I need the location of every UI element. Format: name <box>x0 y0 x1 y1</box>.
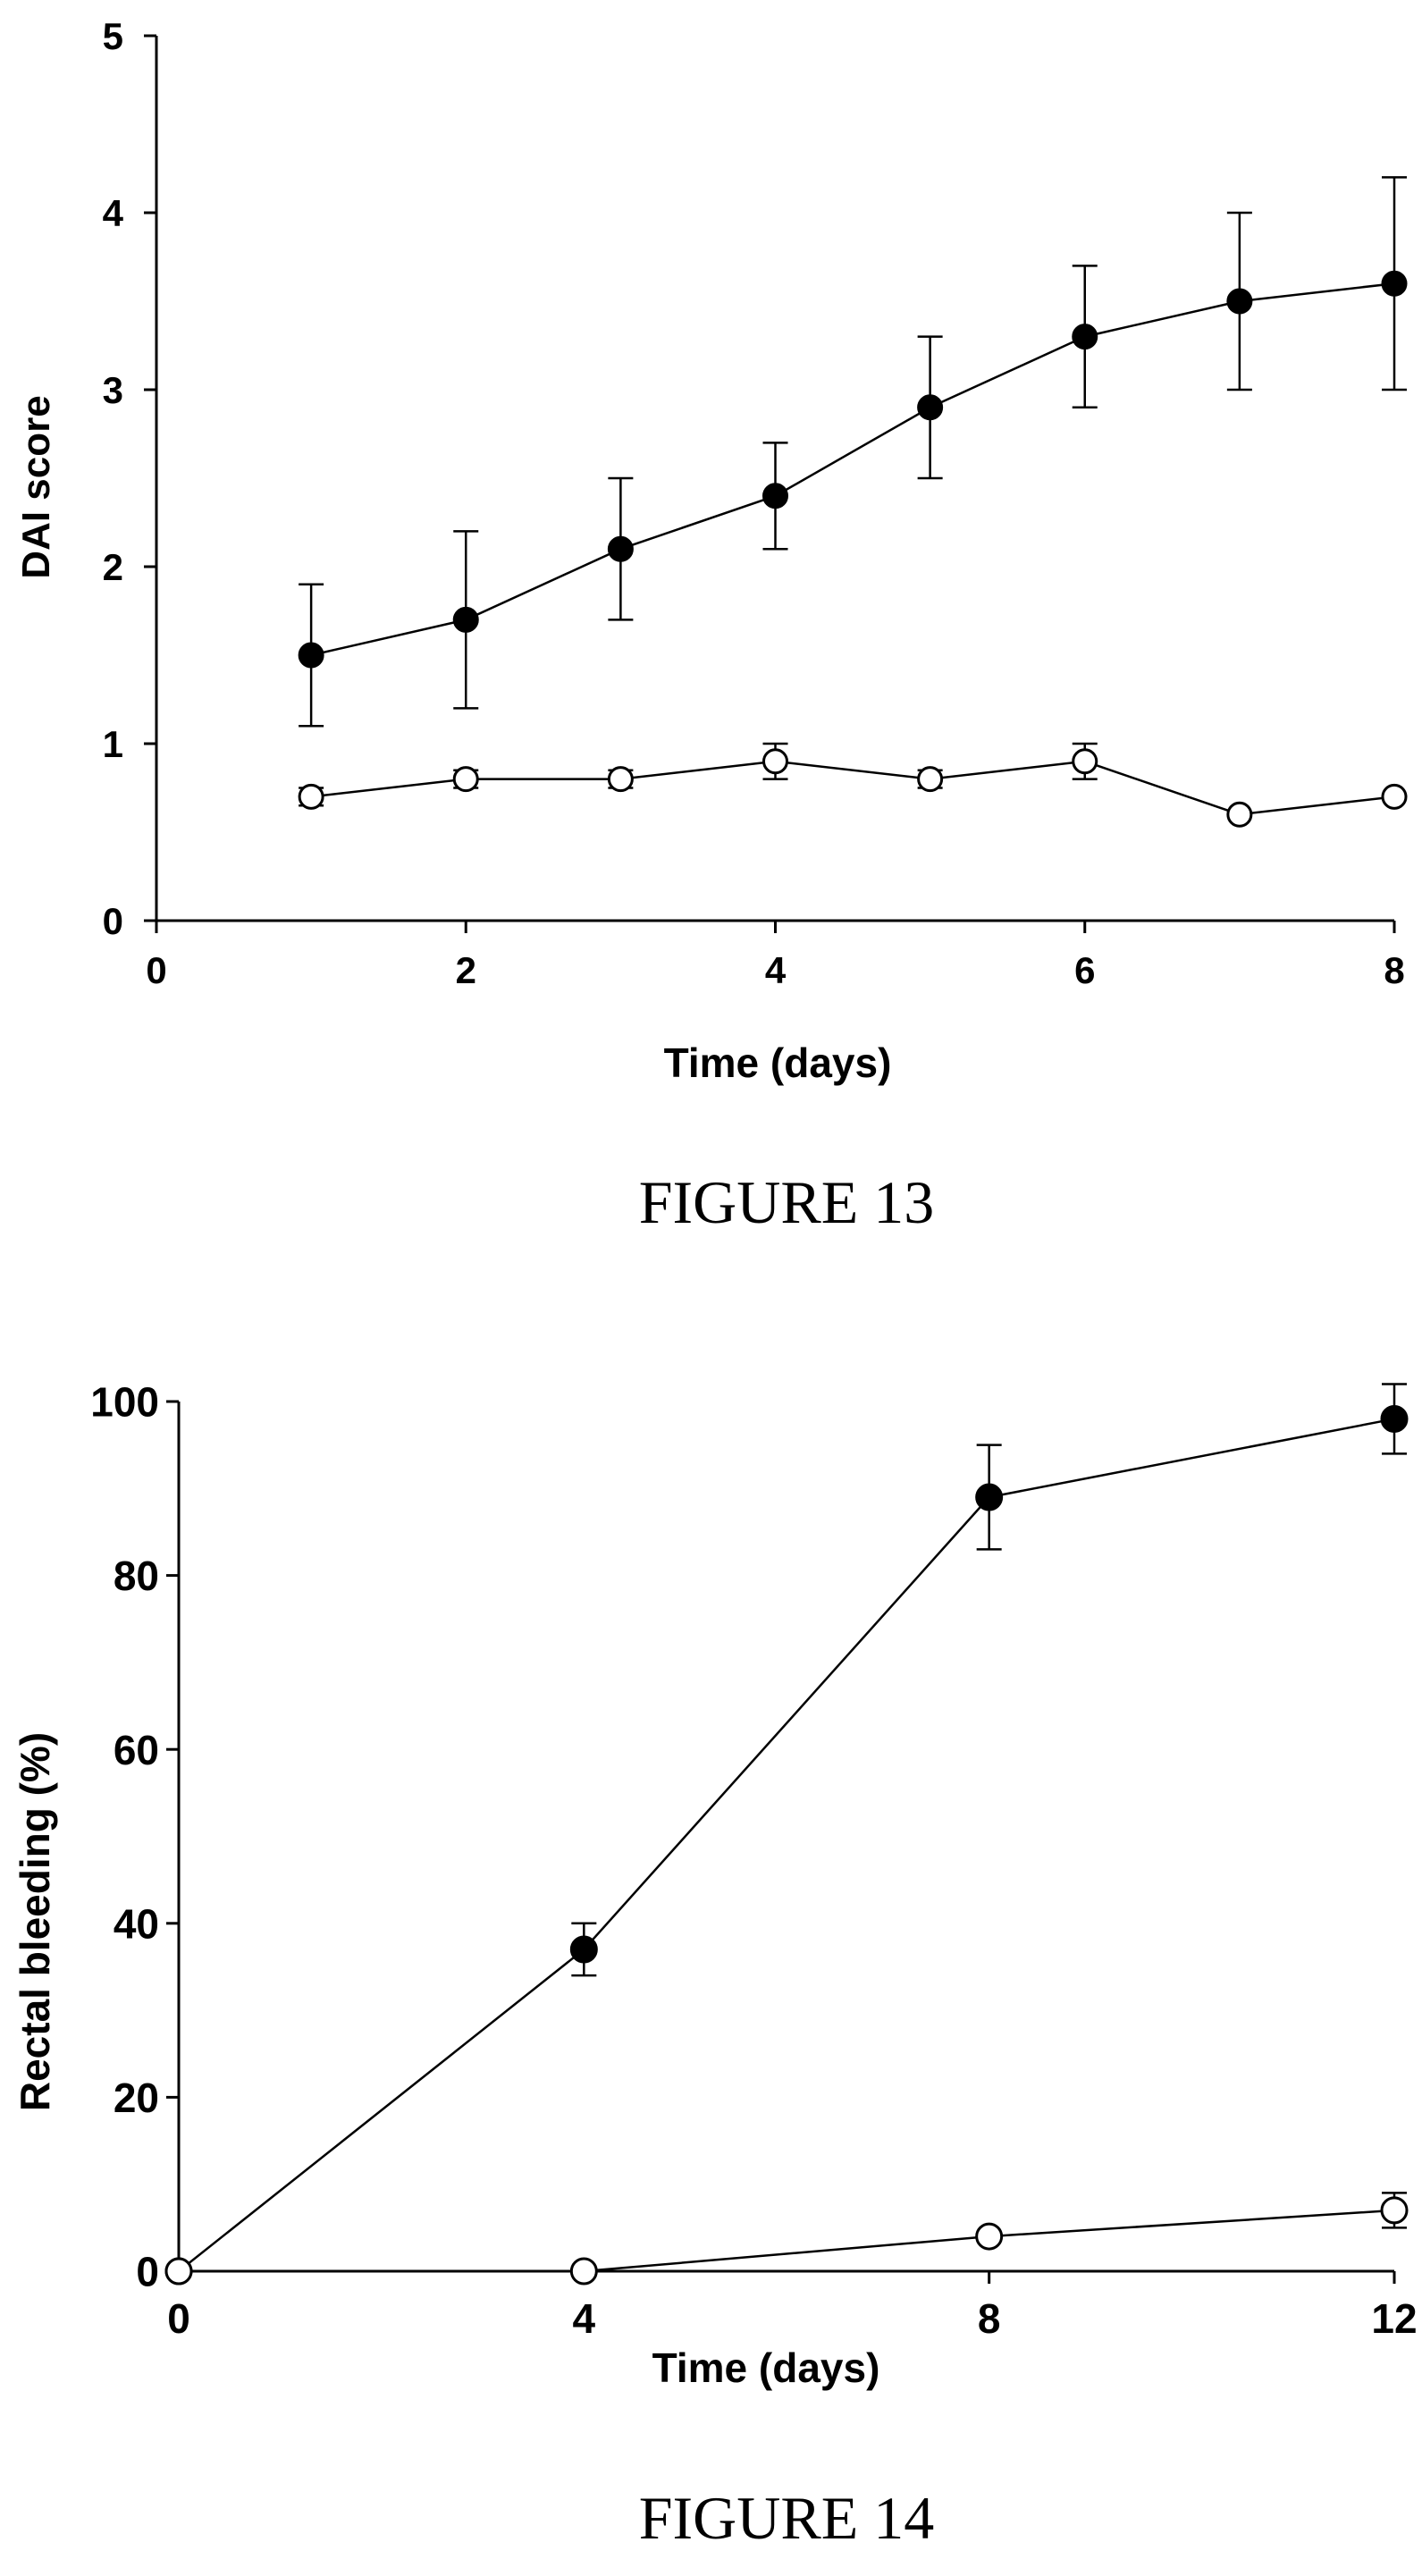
figure-13-point-filled <box>762 483 788 509</box>
figure-14-y-tick-label: 20 <box>114 2075 159 2121</box>
figure-14-y-tick-label: 0 <box>136 2249 159 2295</box>
figure-14-x-tick-label: 8 <box>978 2295 1001 2342</box>
figure-14-point-open <box>164 2257 193 2286</box>
figure-13-y-tick-label: 0 <box>103 900 123 942</box>
figure-13-y-axis-label: DAI score <box>14 395 58 578</box>
figure-14-point-filled <box>975 1483 1004 1511</box>
figure-13-y-tick-label: 4 <box>103 192 124 234</box>
figure-13-point-filled <box>1226 288 1253 315</box>
figure-13-point-open <box>452 766 479 793</box>
figure-14-series-filled-line <box>178 1418 1395 2272</box>
figure-13-y-tick-label: 5 <box>103 15 123 57</box>
figure-14-y-tick-label: 80 <box>114 1553 159 1599</box>
figure-13-caption: FIGURE 13 <box>639 1168 935 1236</box>
figure-14-x-tick-label: 4 <box>573 2295 596 2342</box>
figure-13-series <box>298 176 1408 828</box>
figure-14-series <box>164 1383 1409 2286</box>
figure-14-point-open <box>975 2222 1004 2251</box>
figure-14-x-tick-label: 0 <box>167 2295 190 2342</box>
figure-13-x-axis-label: Time (days) <box>664 1040 892 1086</box>
figure-13-point-filled <box>917 394 944 421</box>
figure-13-point-filled <box>1381 270 1408 297</box>
figure-14-y-axis-label: Rectal bleeding (%) <box>12 1732 58 2111</box>
figure-13-y-tick-label: 3 <box>103 369 123 411</box>
figure-13-point-open <box>1381 783 1408 810</box>
figure-13-point-open <box>762 748 788 775</box>
figure-14-series-open-line <box>179 2209 1395 2273</box>
figure-13-x-tick-label: 4 <box>765 949 787 991</box>
figure-14-point-open <box>1380 2196 1409 2225</box>
figure-14-point-open <box>569 2257 598 2286</box>
figure-13-chart: 0 1 2 3 4 5 0 2 4 6 8 Time (days) DAI score FIGURE… <box>14 15 1408 1236</box>
figure-13-point-filled <box>298 642 324 669</box>
figure-13-series-filled-line <box>310 282 1395 657</box>
figure-13-point-filled <box>452 606 479 633</box>
figure-14-chart: 0 20 40 60 80 100 0 4 8 12 Time (days) Rectal ble… <box>12 1379 1418 2552</box>
figure-13-point-open <box>298 783 324 810</box>
figure-13-point-open <box>1072 748 1098 775</box>
figure-13-point-filled <box>607 535 634 562</box>
figure-13-y-tick-label: 1 <box>103 723 123 765</box>
figure-13-point-open <box>917 766 944 793</box>
figure-14-point-filled <box>1380 1404 1409 1433</box>
figure-13-x-tick-label: 8 <box>1384 949 1404 991</box>
figure-13-x-tick-label: 6 <box>1074 949 1095 991</box>
figure-13-series-open-line <box>310 760 1395 816</box>
figure-14-axes: 0 20 40 60 80 100 0 4 8 12 <box>90 1379 1417 2342</box>
figure-14-x-axis-label: Time (days) <box>652 2344 880 2391</box>
figure-14-y-tick-label: 100 <box>90 1379 159 1426</box>
figure-13-point-open <box>607 766 634 793</box>
figure-14-point-filled <box>569 1935 598 1964</box>
figure-14-y-tick-label: 40 <box>114 1900 159 1947</box>
figure-13-point-open <box>1226 801 1253 828</box>
figure-14-x-tick-label: 12 <box>1371 2295 1417 2342</box>
figure-14-y-tick-label: 60 <box>114 1727 159 1773</box>
figure-13-axes: 0 1 2 3 4 5 0 2 4 6 8 <box>103 15 1405 991</box>
figure-13-y-tick-label: 2 <box>103 546 123 588</box>
figure-13-point-filled <box>1072 324 1098 350</box>
figure-14-caption: FIGURE 14 <box>639 2484 935 2552</box>
figure-13-x-tick-label: 0 <box>146 949 166 991</box>
figure-13-x-tick-label: 2 <box>456 949 476 991</box>
